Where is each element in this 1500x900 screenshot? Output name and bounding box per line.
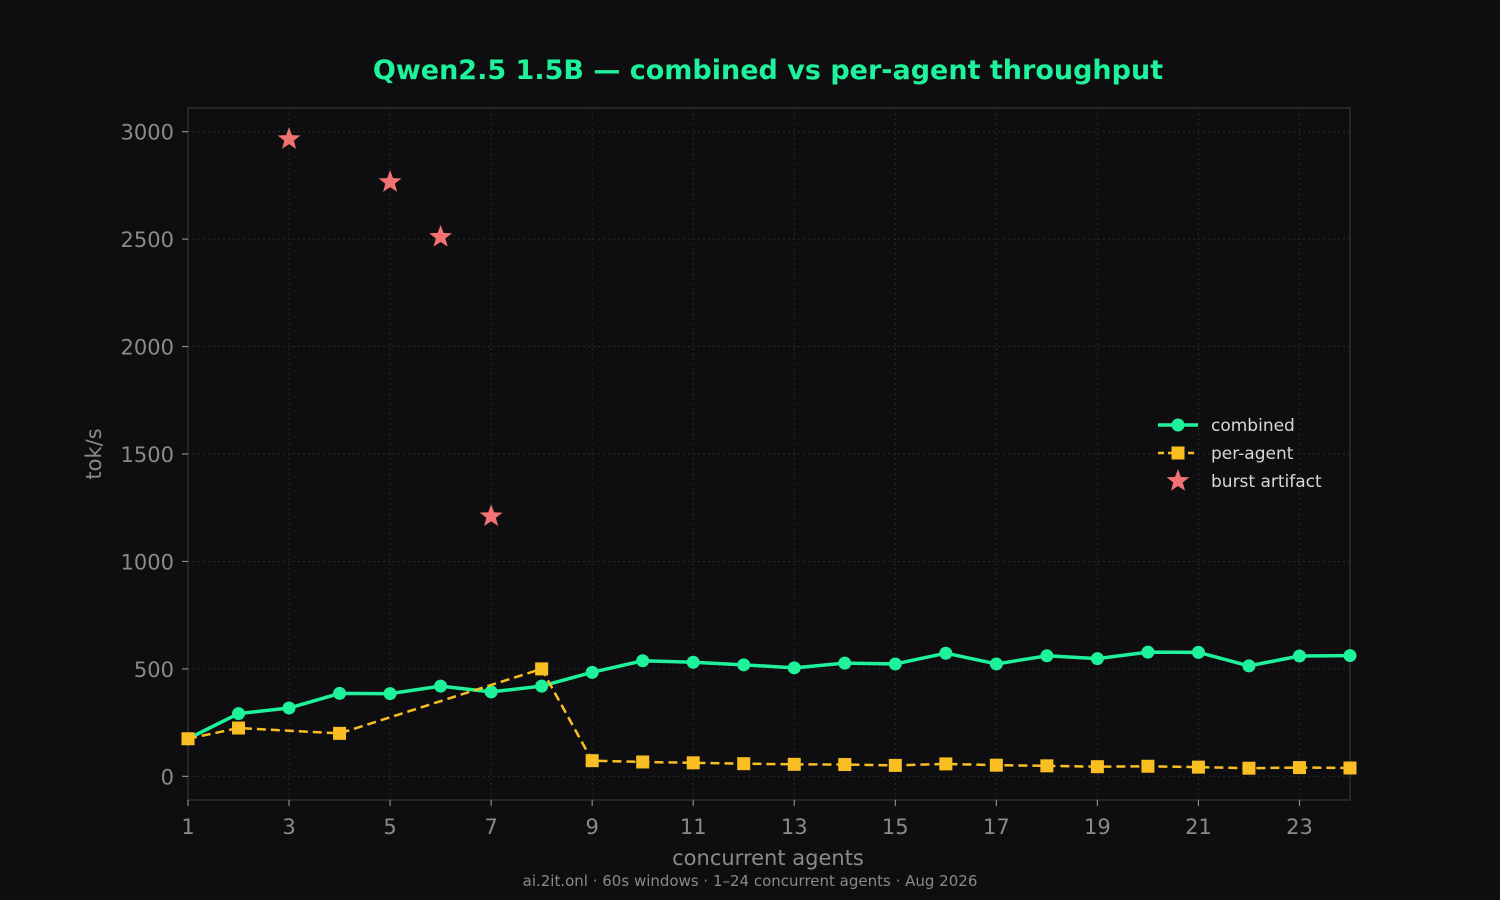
data-point [1292, 649, 1306, 663]
data-point [1090, 760, 1104, 774]
x-tick-label: 19 [1084, 815, 1111, 839]
data-point [1141, 645, 1155, 659]
series-combined [181, 645, 1357, 746]
data-point [1040, 759, 1054, 773]
series-line [187, 650, 1351, 741]
data-point [585, 665, 599, 679]
legend-marker [1166, 469, 1190, 491]
data-point [939, 646, 953, 660]
x-tick-label: 23 [1286, 815, 1313, 839]
y-axis-ticks: 0 500 1000 1500 2000 2500 3000 [121, 121, 188, 789]
y-tick-label: 500 [134, 658, 174, 682]
y-tick-label: 1000 [121, 550, 174, 574]
series [181, 127, 1357, 775]
x-tick-label: 15 [882, 815, 909, 839]
data-point [535, 679, 549, 693]
data-point [484, 685, 498, 699]
data-point [479, 504, 503, 527]
data-point [636, 755, 650, 769]
data-point [686, 756, 700, 770]
data-point [737, 757, 751, 771]
x-tick-label: 17 [983, 815, 1010, 839]
legend-item: combined [1158, 416, 1295, 436]
data-point [434, 679, 448, 693]
data-point [989, 657, 1003, 671]
data-point [1343, 649, 1357, 663]
data-point [535, 662, 549, 676]
x-tick-label: 13 [781, 815, 808, 839]
data-point [232, 707, 246, 721]
data-point [378, 170, 402, 192]
x-tick-label: 21 [1185, 815, 1212, 839]
data-point [1141, 759, 1155, 773]
legend-item: burst artifact [1166, 469, 1322, 492]
data-point [838, 758, 852, 772]
x-tick-label: 7 [484, 815, 497, 839]
x-tick-label: 11 [680, 815, 707, 839]
x-tick-label: 5 [383, 815, 396, 839]
legend-label: combined [1211, 416, 1295, 436]
chart-title: Qwen2.5 1.5B — combined vs per-agent thr… [373, 55, 1163, 86]
data-point [939, 757, 953, 771]
data-point [686, 655, 700, 669]
y-tick-label: 3000 [121, 121, 174, 145]
x-tick-label: 3 [282, 815, 295, 839]
data-point [787, 757, 801, 771]
series-per-agent [181, 662, 1357, 775]
series-line [187, 667, 1351, 770]
data-point [383, 687, 397, 701]
data-point [1191, 645, 1205, 659]
y-tick-label: 0 [161, 765, 174, 789]
data-point [787, 661, 801, 675]
data-point [1191, 760, 1205, 774]
legend: combined per-agent burst artifact [1158, 416, 1322, 492]
legend-label: per-agent [1211, 444, 1294, 464]
data-point [1040, 649, 1054, 663]
x-tick-label: 1 [181, 815, 194, 839]
data-point [838, 656, 852, 670]
data-point [282, 701, 296, 715]
data-point [1242, 761, 1256, 775]
data-point [989, 758, 1003, 772]
x-axis-label: concurrent agents [672, 846, 864, 870]
data-point [1242, 659, 1256, 673]
legend-marker [1171, 446, 1185, 460]
data-point [888, 657, 902, 671]
data-point [1292, 761, 1306, 775]
y-axis-label: tok/s [82, 428, 106, 479]
x-axis-ticks: 1 3 5 7 9 11 13 15 17 19 21 23 [181, 800, 1313, 839]
data-point [181, 732, 195, 746]
data-point [1090, 652, 1104, 666]
chart-footer: ai.2it.onl · 60s windows · 1–24 concurre… [523, 872, 978, 890]
legend-label: burst artifact [1211, 472, 1322, 492]
data-point [636, 654, 650, 668]
data-point [429, 224, 453, 247]
data-point [888, 758, 902, 772]
series-burst-artifact [277, 127, 503, 527]
x-tick-label: 9 [585, 815, 598, 839]
y-tick-label: 2000 [121, 336, 174, 360]
data-point [277, 127, 301, 149]
data-point [1343, 761, 1357, 775]
data-point [737, 658, 751, 672]
data-point [232, 721, 246, 735]
data-point [333, 726, 347, 740]
y-tick-label: 2500 [121, 228, 174, 252]
grid [187, 108, 1350, 800]
legend-item: per-agent [1158, 444, 1294, 464]
legend-marker [1171, 418, 1185, 432]
data-point [585, 754, 599, 768]
data-point [333, 686, 347, 700]
y-tick-label: 1500 [121, 443, 174, 467]
